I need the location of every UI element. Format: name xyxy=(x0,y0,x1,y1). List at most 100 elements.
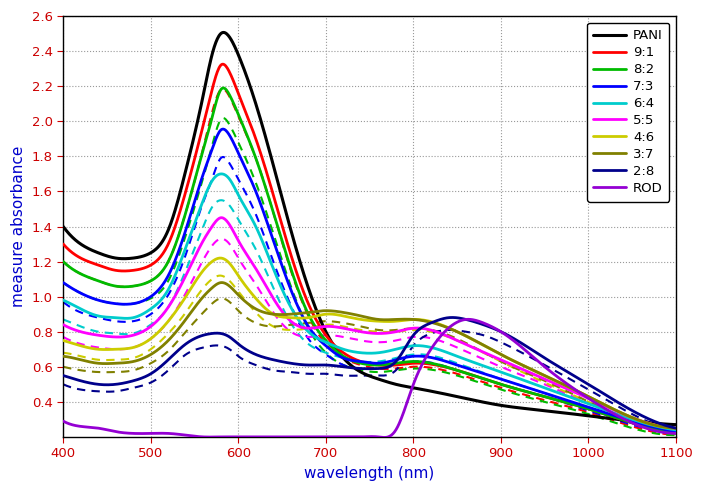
9:1 xyxy=(59,241,68,247)
2:8 xyxy=(431,318,439,324)
8:2 xyxy=(587,407,596,413)
6:4 xyxy=(672,427,680,433)
5:5 xyxy=(432,329,440,335)
7:3 xyxy=(524,385,533,391)
6:4 xyxy=(96,313,105,319)
Line: PANI: PANI xyxy=(63,32,676,425)
4:6 xyxy=(415,317,424,323)
5:5 xyxy=(96,333,105,338)
4:6 xyxy=(59,338,68,343)
9:1 xyxy=(432,362,440,368)
X-axis label: wavelength (nm): wavelength (nm) xyxy=(305,466,435,481)
2:8 xyxy=(448,314,456,320)
PANI xyxy=(432,389,440,395)
PANI xyxy=(587,413,596,419)
Line: 5:5: 5:5 xyxy=(63,217,676,428)
5:5 xyxy=(524,369,533,375)
2:8 xyxy=(450,314,458,320)
3:7 xyxy=(218,279,226,285)
7:3 xyxy=(587,405,596,411)
9:1 xyxy=(96,263,105,269)
8:2 xyxy=(524,389,533,395)
ROD xyxy=(96,426,105,431)
7:3 xyxy=(432,356,440,362)
Line: 7:3: 7:3 xyxy=(63,129,676,431)
6:4 xyxy=(587,402,596,408)
ROD xyxy=(464,316,472,322)
6:4 xyxy=(217,171,225,177)
Line: 9:1: 9:1 xyxy=(63,64,676,433)
4:6 xyxy=(524,365,533,371)
ROD xyxy=(588,398,596,404)
8:2 xyxy=(219,85,227,91)
4:6 xyxy=(450,328,458,334)
PANI xyxy=(524,406,533,412)
Line: 2:8: 2:8 xyxy=(63,317,676,428)
4:6 xyxy=(432,320,440,326)
9:1 xyxy=(672,430,680,436)
Y-axis label: measure absorbance: measure absorbance xyxy=(11,146,26,307)
PANI xyxy=(415,386,424,392)
6:4 xyxy=(524,379,533,385)
4:6 xyxy=(96,346,105,352)
ROD xyxy=(432,339,440,345)
4:6 xyxy=(216,255,225,261)
2:8 xyxy=(524,345,533,351)
3:7 xyxy=(450,328,458,334)
2:8 xyxy=(59,372,68,378)
3:7 xyxy=(432,321,440,327)
3:7 xyxy=(96,361,105,367)
Line: 8:2: 8:2 xyxy=(63,88,676,433)
ROD xyxy=(450,321,458,327)
PANI xyxy=(672,422,680,428)
5:5 xyxy=(59,322,68,328)
2:8 xyxy=(96,382,105,388)
ROD xyxy=(672,430,680,436)
ROD xyxy=(525,351,534,357)
Legend: PANI, 9:1, 8:2, 7:3, 6:4, 5:5, 4:6, 3:7, 2:8, ROD: PANI, 9:1, 8:2, 7:3, 6:4, 5:5, 4:6, 3:7,… xyxy=(587,23,670,202)
Line: 4:6: 4:6 xyxy=(63,258,676,428)
5:5 xyxy=(672,425,680,431)
5:5 xyxy=(587,397,596,403)
4:6 xyxy=(672,425,680,431)
9:1 xyxy=(415,360,424,366)
8:2 xyxy=(432,361,440,367)
5:5 xyxy=(217,215,225,220)
2:8 xyxy=(415,326,423,332)
2:8 xyxy=(672,425,680,431)
6:4 xyxy=(450,352,458,358)
8:2 xyxy=(672,430,680,436)
6:4 xyxy=(432,346,440,352)
PANI xyxy=(450,393,458,399)
5:5 xyxy=(450,336,458,342)
7:3 xyxy=(672,429,680,434)
3:7 xyxy=(587,395,596,401)
3:7 xyxy=(524,365,533,371)
4:6 xyxy=(587,395,596,401)
9:1 xyxy=(524,389,533,395)
8:2 xyxy=(415,359,424,365)
9:1 xyxy=(587,407,596,413)
ROD xyxy=(59,418,68,424)
Line: 6:4: 6:4 xyxy=(63,174,676,430)
7:3 xyxy=(218,126,227,132)
PANI xyxy=(96,251,105,257)
Line: 3:7: 3:7 xyxy=(63,282,676,428)
ROD xyxy=(415,366,424,372)
8:2 xyxy=(450,367,458,372)
9:1 xyxy=(450,367,458,372)
2:8 xyxy=(587,383,596,389)
3:7 xyxy=(415,317,424,323)
8:2 xyxy=(96,279,105,285)
3:7 xyxy=(59,353,68,359)
ROD xyxy=(380,434,389,440)
7:3 xyxy=(450,361,458,367)
7:3 xyxy=(59,279,68,285)
9:1 xyxy=(218,61,227,67)
7:3 xyxy=(96,298,105,304)
8:2 xyxy=(59,259,68,265)
6:4 xyxy=(59,297,68,303)
6:4 xyxy=(415,343,424,349)
7:3 xyxy=(415,353,424,359)
Line: ROD: ROD xyxy=(63,319,676,437)
